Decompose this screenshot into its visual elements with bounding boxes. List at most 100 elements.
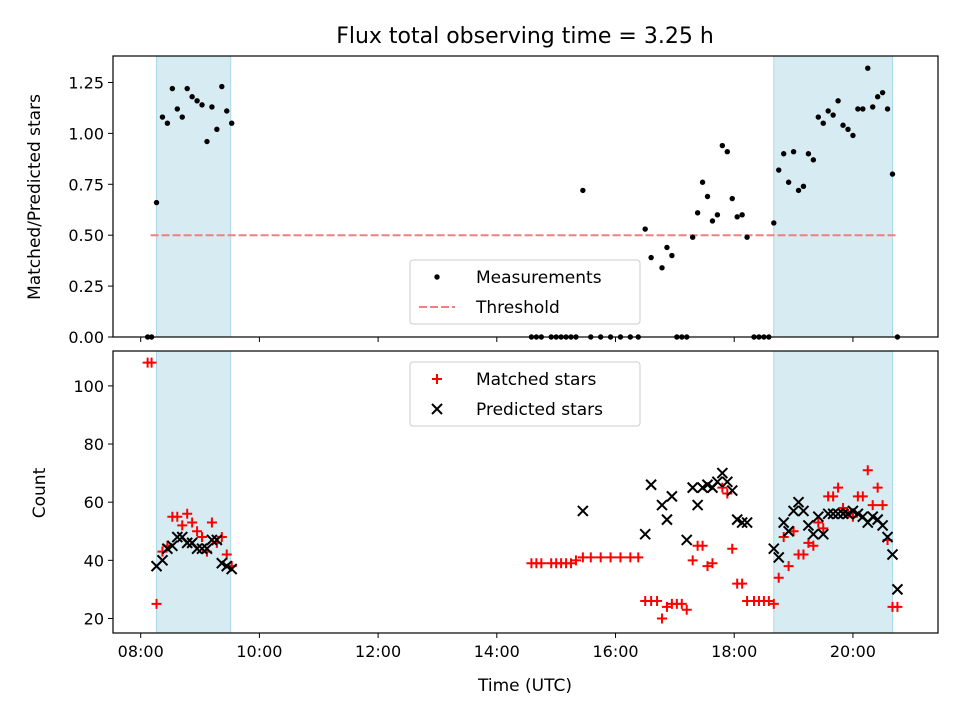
legend-swatch-plus: [432, 374, 442, 384]
bottom-shaded-span-1: [156, 350, 232, 634]
top-point: [820, 120, 826, 126]
bottom-point: [777, 516, 790, 529]
bottom-point: [225, 563, 238, 575]
top-point: [659, 265, 665, 271]
bottom-point: [166, 540, 179, 552]
top-point: [719, 142, 726, 149]
top-point: [805, 151, 812, 157]
bottom-point: [876, 519, 889, 532]
bottom-point: [656, 499, 668, 511]
bottom-point: [741, 516, 753, 529]
bottom-point: [177, 520, 188, 531]
bottom-y-tick-label: 60: [84, 493, 104, 512]
legend-entry-label: Measurements: [476, 268, 602, 288]
top-point: [164, 120, 171, 126]
bottom-point: [813, 517, 824, 528]
bottom-point: [187, 517, 198, 528]
bottom-point: [171, 531, 184, 543]
bottom-legend-box: [409, 361, 641, 427]
bottom-point: [182, 508, 193, 519]
top-point: [174, 106, 180, 112]
top-point: [879, 89, 886, 96]
top-point: [825, 108, 831, 114]
top-point: [744, 234, 750, 240]
bottom-point: [881, 531, 894, 543]
bottom-point: [787, 505, 800, 517]
top-point: [184, 85, 190, 92]
bottom-point: [862, 465, 873, 476]
top-point: [795, 187, 802, 194]
bottom-series-predicted-stars: [150, 467, 904, 596]
top-point: [874, 94, 881, 100]
x-tick-label: 16:00: [592, 642, 638, 661]
bottom-point: [838, 502, 849, 513]
top-y-tick-label: 1.25: [68, 73, 104, 92]
bottom-point: [727, 543, 738, 554]
top-point: [855, 106, 861, 112]
top-point: [219, 83, 225, 90]
bottom-point: [726, 484, 738, 497]
bottom-point: [221, 549, 232, 560]
bottom-point: [736, 516, 748, 529]
bottom-point: [191, 542, 203, 555]
bottom-point: [585, 552, 596, 563]
bottom-point: [817, 528, 829, 540]
top-point: [209, 104, 215, 110]
top-point: [709, 218, 716, 224]
top-point: [790, 149, 797, 155]
top-point: [214, 126, 220, 133]
top-point: [704, 193, 711, 200]
legend-swatch-x: [431, 403, 443, 415]
top-point: [689, 234, 696, 240]
top-point: [810, 157, 817, 163]
top-panel: 0.00 0.25 0.50 0.75 1.00 1.25 Measurements Thre…: [68, 55, 939, 347]
bottom-point: [716, 467, 729, 479]
top-point: [642, 226, 648, 232]
top-point: [850, 132, 856, 139]
bottom-y-tick-label: 80: [84, 435, 104, 454]
top-point: [800, 183, 807, 190]
legend-swatch-dot: [434, 274, 440, 280]
bottom-point: [892, 601, 903, 612]
bottom-point: [778, 532, 789, 543]
x-tick-label: 20:00: [830, 642, 876, 661]
bottom-point: [687, 555, 698, 566]
top-point: [884, 106, 891, 112]
bottom-point: [192, 526, 203, 537]
bottom-point: [867, 500, 878, 511]
x-tick-label: 18:00: [711, 642, 757, 661]
top-y-tick-label: 0.75: [68, 175, 104, 194]
bottom-plot-frame: [112, 350, 939, 634]
top-point: [169, 85, 176, 92]
top-y-tick-label: 0.50: [68, 226, 104, 245]
top-plot-frame: [112, 55, 939, 338]
bottom-point: [681, 534, 693, 546]
x-axis-label: Time (UTC): [477, 676, 572, 696]
top-shaded-span-1: [156, 55, 232, 338]
bottom-y-axis-label: Count: [30, 467, 50, 518]
top-point: [669, 252, 675, 259]
bottom-point: [768, 598, 779, 609]
bottom-point: [577, 505, 589, 517]
bottom-point: [156, 554, 169, 567]
bottom-point: [808, 540, 819, 551]
bottom-point: [832, 508, 844, 520]
bottom-point: [886, 548, 899, 561]
bottom-point: [782, 525, 795, 537]
bottom-point: [211, 534, 223, 546]
bottom-point: [666, 490, 678, 503]
bottom-point: [570, 555, 581, 566]
bottom-point: [652, 596, 663, 607]
bottom-y-tick-label: 20: [84, 609, 104, 628]
top-point: [865, 65, 871, 71]
legend-entry-label: Predicted stars: [476, 400, 603, 420]
top-point: [694, 210, 701, 216]
bottom-point: [783, 561, 794, 572]
top-point: [699, 179, 706, 185]
top-point: [771, 220, 777, 226]
top-point: [714, 212, 721, 218]
bottom-point: [877, 500, 888, 511]
bottom-point: [707, 558, 718, 569]
bottom-y-tick-label: 40: [84, 551, 104, 570]
